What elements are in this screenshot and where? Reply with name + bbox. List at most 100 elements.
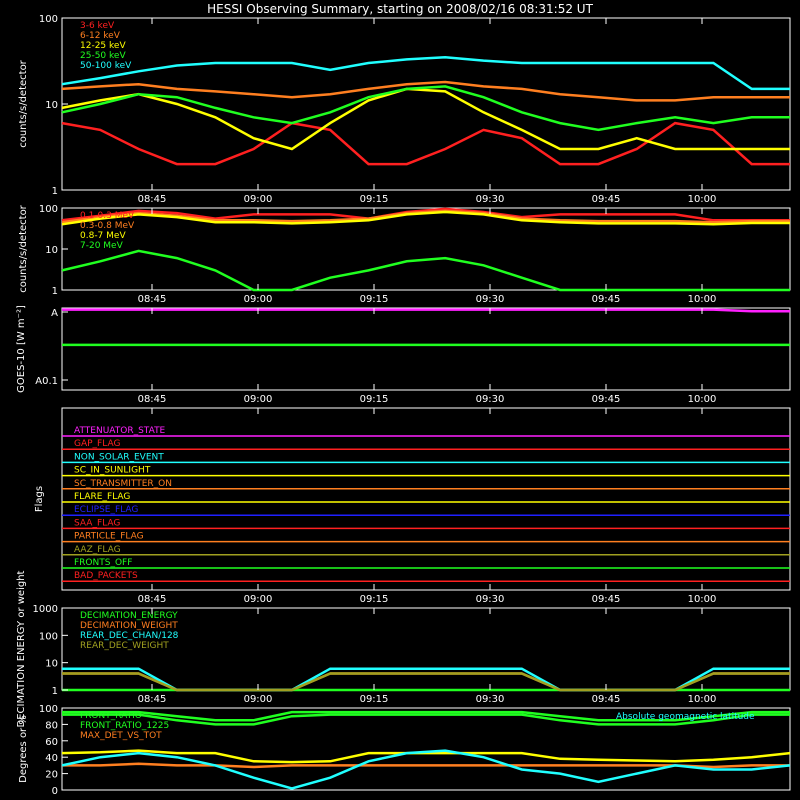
x-tick-label: 09:15 <box>360 294 389 305</box>
x-tick-label: 08:45 <box>138 194 167 205</box>
series-line <box>62 308 790 313</box>
x-tick-label: 09:15 <box>360 194 389 205</box>
y-tick-label: 1 <box>52 686 58 697</box>
flag-label: FLARE_FLAG <box>74 492 130 502</box>
panel-frame <box>61 707 791 791</box>
x-tick-label: 09:30 <box>476 294 505 305</box>
y-ticks: 1 10 100 <box>39 14 68 197</box>
series-line-12-25-kev <box>61 87 790 151</box>
legend: FRONT_RATIOFRONT_RATIO_1225MAX_DET_VS_TO… <box>80 711 169 741</box>
y-tick-label: 10 <box>45 245 58 256</box>
legend-entry: DECIMATION_WEIGHT <box>80 621 178 631</box>
y-ticks: 1 10 100 <box>39 204 68 297</box>
legend-entry: REAR_DEC_CHAN/128 <box>80 631 179 641</box>
legend-entry: 12-25 keV <box>80 41 126 51</box>
legend-entry: FRONT_RATIO <box>80 711 142 721</box>
flag-label: BAD_PACKETS <box>74 571 138 581</box>
panel-ylabel: DECIMATION ENERGY or weight <box>16 570 27 727</box>
panel-ylabel: counts/s/detector <box>18 204 29 292</box>
x-tick-label: 09:45 <box>592 694 621 705</box>
series-line-front-ratio <box>62 710 790 722</box>
flag-label: SAA_FLAG <box>74 518 120 528</box>
flag-label: GAP_FLAG <box>74 439 120 449</box>
x-tick-label: 09:00 <box>244 194 273 205</box>
y-ticks: 1 10 100 1000 <box>33 604 68 697</box>
legend-entry: 6-12 keV <box>80 31 121 41</box>
legend-entry: REAR_DEC_WEIGHT <box>80 641 169 651</box>
legend-entry: MAX_DET_VS_TOT <box>80 731 162 741</box>
series-line-7-20-mev <box>61 249 790 292</box>
x-tick-label: 09:30 <box>476 694 505 705</box>
x-tick-label: 08:45 <box>138 694 167 705</box>
flag-label: SC_TRANSMITTER_ON <box>74 479 172 489</box>
legend-entry: 25-50 keV <box>80 51 126 61</box>
flag-label: ATTENUATOR_STATE <box>74 426 166 436</box>
panel-ylabel: GOES-10 [W m⁻²] <box>16 305 27 393</box>
x-tick-label: 08:45 <box>138 294 167 305</box>
legend-entry: 0.8-7 MeV <box>80 231 126 241</box>
y-tick-label: 40 <box>45 753 58 764</box>
plot-area: ATTENUATOR_STATE GAP_FLAG NON_SOLAR_EVENT S… <box>62 426 790 582</box>
x-tick-label: 10:00 <box>688 194 717 205</box>
series-line-25-50-kev <box>61 85 790 132</box>
legend-entry: 7-20 MeV <box>80 241 124 251</box>
flags-panel: Flags ATTENUATOR_STATE GAP_FLAG NON_SOLAR_… <box>34 407 791 605</box>
flag-label: NON_SOLAR_EVENT <box>74 452 164 462</box>
legend-entry: 50-100 keV <box>80 61 132 71</box>
x-ticks: 08:45 09:00 09:15 09:30 09:45 10:00 <box>138 18 717 205</box>
series-line-0-1-0-3-mev <box>61 207 790 222</box>
x-ticks: 08:45 09:00 09:15 09:30 09:45 10:00 <box>138 208 716 305</box>
panel-ylabel: Degrees or % <box>18 715 29 783</box>
x-tick-label: 09:45 <box>592 294 621 305</box>
series-line-front-ratio-1225 <box>62 713 790 726</box>
x-tick-label: 09:00 <box>244 594 273 605</box>
x-tick-label: 08:45 <box>138 594 167 605</box>
goes-panel: GOES-10 [W m⁻²] A A0.1 08:45 09:00 09:15 09:… <box>16 305 791 405</box>
y-tick-label: 60 <box>45 737 58 748</box>
y-tick-label: 100 <box>39 14 58 25</box>
x-tick-label: 09:30 <box>476 594 505 605</box>
y-tick-label: 1 <box>52 286 58 297</box>
y-tick-label: A0.1 <box>35 376 58 387</box>
legend-entry: 0.1-0.3 MeV <box>80 211 135 221</box>
decimation-panel: DECIMATION ENERGY or weight DECIMATION_E… <box>16 570 791 727</box>
series-line-50-100-kev <box>61 55 790 91</box>
y-tick-label: 10 <box>45 100 58 111</box>
x-tick-label: 09:15 <box>360 594 389 605</box>
flag-label: PARTICLE_FLAG <box>74 532 144 542</box>
x-tick-label: 10:00 <box>688 594 717 605</box>
x-tick-label: 09:15 <box>360 694 389 705</box>
series-line-6-12-kev <box>61 80 790 102</box>
x-tick-label: 09:15 <box>360 394 389 405</box>
plot-area <box>62 667 790 692</box>
series-line <box>61 749 791 790</box>
panel-frame <box>61 407 791 591</box>
plot-area <box>61 207 790 292</box>
ratio-panel: Degrees or % FRONT_RATIOFRONT_RATIO_1225… <box>18 704 791 797</box>
x-tick-label: 09:30 <box>476 194 505 205</box>
flag-label: ECLIPSE_FLAG <box>74 505 138 515</box>
x-tick-label: 09:30 <box>476 394 505 405</box>
x-ticks: 08:45 09:00 09:15 09:30 09:45 10:00 <box>138 608 716 705</box>
x-tick-label: 09:45 <box>592 194 621 205</box>
legend-entry: 0.3-0.8 MeV <box>80 221 135 231</box>
legend-entry: FRONT_RATIO_1225 <box>80 721 169 731</box>
y-tick-label: 100 <box>39 204 58 215</box>
legend-entry: DECIMATION_ENERGY <box>80 611 178 621</box>
series-line-rear-dec-weight <box>62 672 790 692</box>
panel-frame <box>61 17 791 191</box>
x-tick-label: 09:45 <box>592 594 621 605</box>
series-line-0-8-7-mev <box>61 210 790 226</box>
x-tick-label: 09:00 <box>244 694 273 705</box>
y-tick-label: 1 <box>52 186 58 197</box>
flag-label: AAZ_FLAG <box>74 545 121 555</box>
panel-ylabel: counts/s/detector <box>18 59 29 147</box>
x-tick-label: 10:00 <box>688 394 717 405</box>
y-tick-label: 20 <box>45 770 58 781</box>
x-ticks: 08:45 09:00 09:15 09:30 09:45 10:00 <box>138 408 717 605</box>
y-tick-label: 10 <box>45 659 58 670</box>
x-ticks: 08:45 09:00 09:15 09:30 09:45 10:00 <box>138 308 717 405</box>
